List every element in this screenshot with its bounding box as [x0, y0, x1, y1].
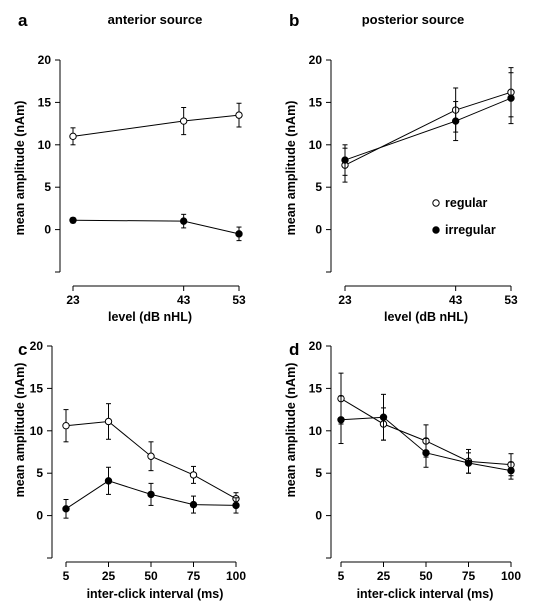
x-tick-label: 75: [462, 569, 476, 583]
panel-b: b posterior source 0 5 10 15 20 mean amplitude …: [284, 11, 518, 324]
data-point: [69, 216, 77, 224]
data-point: [232, 501, 240, 510]
x-axis-label: level (dB nHL): [108, 310, 192, 324]
y-tick-label: 15: [30, 381, 44, 395]
y-tick-label: 0: [44, 223, 51, 237]
y-axis-label: mean amplitude (nAm): [13, 101, 27, 236]
series-line: [344, 91, 512, 166]
series-open: [341, 67, 515, 183]
data-point: [337, 416, 345, 424]
y-tick-label: 15: [309, 381, 323, 395]
data-point: [235, 230, 243, 238]
y-tick-label: 20: [309, 339, 323, 353]
y-tick-label: 15: [38, 95, 52, 109]
data-point: [147, 452, 155, 460]
x-tick-label: 50: [419, 569, 433, 583]
series-open: [62, 403, 240, 506]
y-tick-label: 5: [36, 466, 43, 480]
y-tick-label: 5: [315, 180, 322, 194]
data-point: [379, 413, 388, 421]
data-point: [104, 417, 113, 426]
x-tick-label: 75: [187, 569, 201, 583]
x-tick-label: 53: [232, 293, 246, 307]
x-tick-label: 100: [501, 569, 521, 583]
y-tick-label: 10: [309, 138, 323, 152]
panel-d: d 0 5 10 15 20 mean amplitude (nAm) 5 25 50 75 100 i…: [284, 339, 521, 601]
panel-title: posterior source: [362, 12, 465, 27]
series-filled: [341, 72, 515, 176]
x-axis-label: inter-click interval (ms): [87, 587, 224, 601]
x-tick-label: 25: [102, 569, 116, 583]
panel-letter: d: [289, 340, 299, 359]
x-tick-label: 5: [338, 569, 345, 583]
y-tick-label: 10: [30, 424, 44, 438]
series-line: [344, 97, 512, 161]
y-tick-label: 5: [44, 180, 51, 194]
y-tick-label: 0: [36, 509, 43, 523]
series-filled: [62, 466, 240, 519]
series-line: [72, 114, 240, 137]
legend-label: regular: [445, 196, 488, 210]
data-point: [422, 449, 430, 457]
series-filled: [337, 393, 515, 480]
panel-a: a anterior source 0 5 10 15 20 mean amplitude (…: [13, 11, 246, 324]
data-point: [189, 500, 198, 509]
data-point: [69, 132, 77, 141]
panel-title: anterior source: [108, 12, 203, 27]
data-point: [507, 94, 515, 102]
data-point: [62, 505, 70, 513]
y-tick-label: 0: [315, 509, 322, 523]
panel-letter: a: [18, 11, 28, 30]
data-point: [235, 111, 243, 119]
data-point: [62, 422, 70, 430]
series-line: [72, 219, 240, 235]
x-axis-label: level (dB nHL): [384, 310, 468, 324]
data-point: [507, 466, 515, 475]
data-point: [451, 117, 460, 125]
legend: regular irregular: [432, 196, 496, 237]
x-tick-label: 50: [144, 569, 158, 583]
data-point: [189, 471, 198, 479]
y-axis-label: mean amplitude (nAm): [284, 101, 298, 236]
y-axis-label: mean amplitude (nAm): [284, 363, 298, 498]
series-open: [69, 102, 243, 146]
data-point: [147, 490, 155, 499]
x-tick-label: 23: [338, 293, 352, 307]
x-axis-label: inter-click interval (ms): [357, 587, 494, 601]
legend-marker: [432, 226, 440, 234]
y-tick-label: 20: [309, 53, 323, 67]
series-filled: [69, 213, 243, 242]
x-tick-label: 43: [177, 293, 191, 307]
y-tick-label: 20: [30, 339, 44, 353]
data-point: [179, 217, 188, 225]
data-point: [179, 117, 188, 125]
y-tick-label: 20: [38, 53, 52, 67]
legend-label: irregular: [445, 223, 496, 237]
panel-letter: c: [18, 340, 27, 359]
data-point: [104, 477, 113, 485]
y-tick-label: 10: [38, 138, 52, 152]
y-tick-label: 5: [315, 466, 322, 480]
panel-letter: b: [289, 11, 299, 30]
y-axis-label: mean amplitude (nAm): [13, 363, 27, 498]
y-tick-label: 15: [309, 95, 323, 109]
x-tick-label: 100: [226, 569, 246, 583]
y-tick-label: 0: [315, 223, 322, 237]
x-tick-label: 5: [63, 569, 70, 583]
data-point: [341, 156, 349, 164]
data-point: [464, 459, 473, 467]
y-tick-label: 10: [309, 424, 323, 438]
x-tick-label: 53: [504, 293, 518, 307]
x-tick-label: 25: [377, 569, 391, 583]
x-tick-label: 43: [449, 293, 463, 307]
x-tick-label: 23: [66, 293, 80, 307]
legend-marker: [432, 199, 440, 207]
